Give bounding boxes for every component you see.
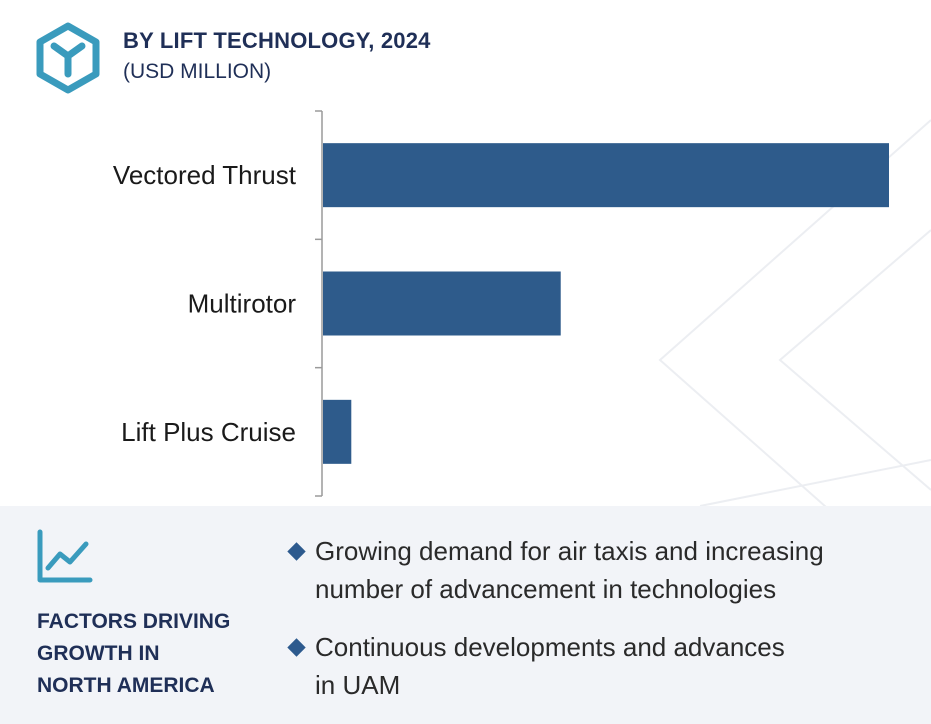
bar-vectored-thrust bbox=[323, 143, 889, 208]
cube-y-icon bbox=[36, 22, 100, 94]
factors-title: FACTORS DRIVING GROWTH IN NORTH AMERICA bbox=[37, 606, 267, 702]
footer-panel: FACTORS DRIVING GROWTH IN NORTH AMERICA … bbox=[0, 506, 931, 724]
bullet-line: Growing demand for air taxis and increas… bbox=[315, 536, 824, 566]
bullet-line: in UAM bbox=[315, 670, 401, 700]
bullet-line: Continuous developments and advances bbox=[315, 632, 785, 662]
category-label: Lift Plus Cruise bbox=[121, 417, 296, 447]
factors-title-line: GROWTH IN bbox=[37, 642, 160, 665]
chart-subtitle: (USD MILLION) bbox=[123, 60, 272, 83]
diamond-bullet-icon bbox=[287, 542, 306, 561]
line-chart-icon bbox=[37, 529, 93, 583]
chart-title: BY LIFT TECHNOLOGY, 2024 bbox=[123, 28, 431, 53]
bar-chart: Vectored Thrust Multirotor Lift Plus Cruis… bbox=[113, 110, 889, 497]
list-item: Continuous developments and advances in … bbox=[287, 628, 908, 704]
bullet-line: number of advancement in technologies bbox=[315, 574, 777, 604]
factors-title-line: NORTH AMERICA bbox=[37, 674, 215, 697]
list-item: Growing demand for air taxis and increas… bbox=[287, 532, 908, 608]
category-label: Vectored Thrust bbox=[113, 160, 297, 190]
growth-factors-list: Growing demand for air taxis and increas… bbox=[287, 532, 908, 724]
factors-title-line: FACTORS DRIVING bbox=[37, 610, 231, 633]
category-label: Multirotor bbox=[188, 289, 297, 319]
bar-lift-plus-cruise bbox=[323, 399, 352, 464]
diamond-bullet-icon bbox=[287, 638, 306, 657]
bar-multirotor bbox=[323, 271, 561, 336]
